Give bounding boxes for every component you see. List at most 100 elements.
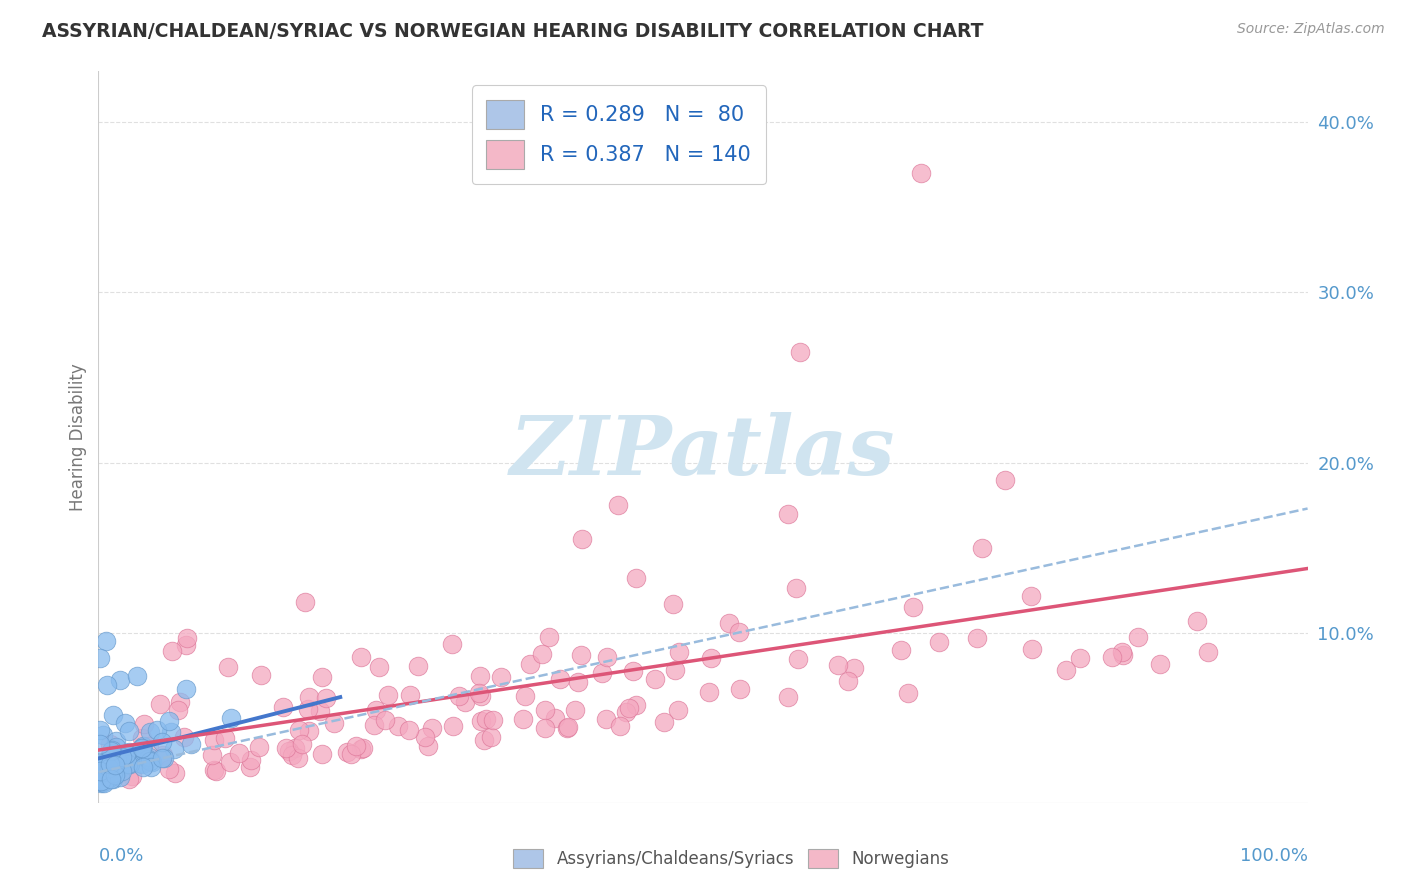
- Point: [298, 724, 321, 739]
- Point: [139, 754, 162, 768]
- Point: [132, 760, 155, 774]
- Point: [970, 541, 993, 555]
- Point: [786, 652, 808, 666]
- Point: [1149, 657, 1171, 671]
- Point: [352, 741, 374, 756]
- Point: [472, 733, 495, 747]
- Point: [420, 721, 443, 735]
- Point: [399, 688, 422, 702]
- Point: [609, 719, 631, 733]
- Point: [700, 650, 723, 665]
- Text: 0.0%: 0.0%: [98, 847, 143, 864]
- Point: [1185, 614, 1208, 628]
- Point: [136, 752, 159, 766]
- Point: [89, 737, 111, 751]
- Point: [470, 690, 492, 704]
- Point: [311, 747, 333, 762]
- Point: [250, 667, 273, 681]
- Point: [534, 703, 557, 717]
- Point: [311, 670, 333, 684]
- Point: [152, 750, 174, 764]
- Point: [519, 657, 541, 672]
- Point: [89, 764, 111, 778]
- Point: [291, 737, 314, 751]
- Point: [543, 711, 565, 725]
- Point: [776, 690, 799, 705]
- Point: [118, 724, 141, 739]
- Point: [557, 722, 579, 736]
- Point: [104, 758, 127, 772]
- Point: [591, 666, 613, 681]
- Point: [596, 650, 619, 665]
- Point: [91, 728, 114, 742]
- Point: [121, 769, 143, 783]
- Point: [910, 166, 932, 180]
- Point: [449, 689, 471, 703]
- Point: [557, 720, 579, 734]
- Point: [567, 675, 589, 690]
- Point: [89, 760, 111, 774]
- Point: [239, 760, 262, 774]
- Point: [1112, 648, 1135, 662]
- Point: [121, 751, 143, 765]
- Point: [174, 681, 197, 696]
- Point: [727, 625, 749, 640]
- Point: [90, 776, 112, 790]
- Point: [117, 756, 139, 771]
- Point: [408, 659, 430, 673]
- Point: [169, 695, 191, 709]
- Point: [98, 770, 121, 784]
- Point: [157, 714, 180, 728]
- Point: [776, 507, 799, 521]
- Y-axis label: Hearing Disability: Hearing Disability: [69, 363, 87, 511]
- Point: [928, 635, 950, 649]
- Point: [176, 631, 198, 645]
- Point: [1128, 630, 1150, 644]
- Point: [468, 669, 491, 683]
- Point: [624, 698, 647, 712]
- Point: [340, 747, 363, 762]
- Point: [1019, 589, 1042, 603]
- Point: [166, 703, 188, 717]
- Point: [363, 718, 385, 732]
- Point: [827, 657, 849, 672]
- Point: [134, 717, 156, 731]
- Point: [644, 672, 666, 686]
- Point: [569, 648, 592, 662]
- Point: [100, 744, 122, 758]
- Point: [219, 755, 242, 769]
- Point: [247, 739, 270, 754]
- Point: [176, 638, 198, 652]
- Point: [122, 750, 145, 764]
- Point: [309, 704, 332, 718]
- Point: [94, 634, 117, 648]
- Point: [115, 751, 138, 765]
- Point: [374, 713, 396, 727]
- Point: [537, 630, 560, 644]
- Point: [413, 730, 436, 744]
- Point: [180, 737, 202, 751]
- Point: [548, 672, 571, 686]
- Point: [697, 685, 720, 699]
- Point: [129, 740, 152, 755]
- Point: [90, 773, 112, 788]
- Point: [108, 770, 131, 784]
- Point: [90, 757, 112, 772]
- Point: [228, 746, 250, 760]
- Point: [152, 735, 174, 749]
- Point: [100, 758, 122, 772]
- Point: [202, 732, 225, 747]
- Point: [470, 714, 492, 728]
- Point: [114, 715, 136, 730]
- Point: [785, 581, 807, 595]
- Point: [152, 747, 174, 762]
- Point: [173, 730, 195, 744]
- Point: [101, 772, 124, 786]
- Point: [139, 725, 162, 739]
- Point: [105, 733, 128, 747]
- Point: [377, 689, 399, 703]
- Point: [614, 705, 637, 719]
- Point: [1054, 664, 1077, 678]
- Point: [489, 670, 512, 684]
- Point: [837, 673, 859, 688]
